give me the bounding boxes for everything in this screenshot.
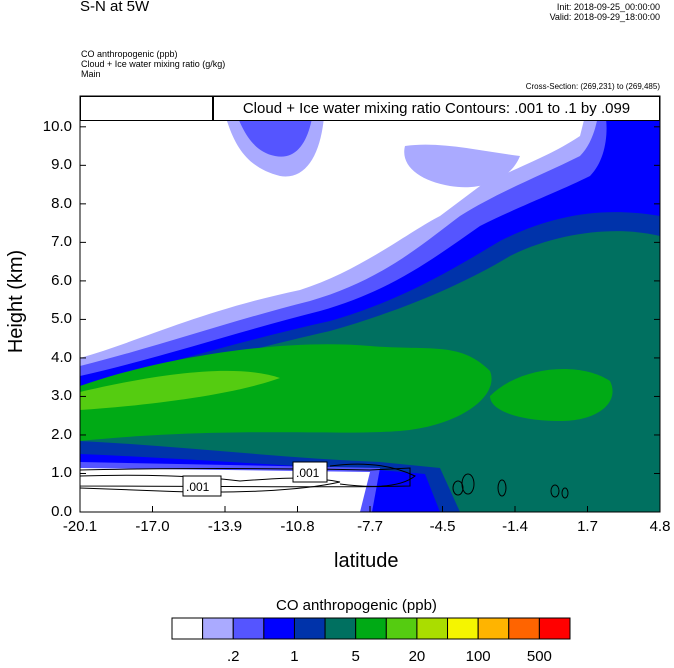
colorbar-swatch — [447, 617, 479, 640]
colorbar-swatch — [202, 617, 234, 640]
y-tick-label: 6.0 — [51, 271, 72, 289]
cross-section-label: Cross-Section: (269,231) to (269,485) — [525, 82, 660, 91]
colorbar-swatch — [416, 617, 449, 640]
x-tick-label: 4.8 — [649, 518, 671, 535]
co-level-10 — [80, 370, 280, 410]
legend-blank-box — [80, 96, 213, 121]
field-label-co: CO anthropogenic (ppb) — [81, 49, 178, 59]
contour-value-label: .001 — [186, 480, 210, 494]
x-tick-label: -10.8 — [280, 518, 315, 535]
x-tick-label: 1.7 — [577, 518, 598, 535]
plot-area — [79, 95, 661, 513]
colorbar-swatch — [324, 617, 357, 640]
x-axis-label: latitude — [334, 550, 399, 572]
x-tick-label: -20.1 — [62, 518, 98, 535]
colorbar-label: 1 — [290, 648, 299, 665]
x-tick-label: -7.7 — [357, 518, 383, 535]
colorbar-swatch — [263, 617, 295, 640]
plot-title: S-N at 5W — [80, 0, 150, 15]
x-tick-label: -13.9 — [207, 518, 243, 535]
colorbar-title: CO anthropogenic (ppb) — [276, 597, 437, 614]
y-tick-label: 1.0 — [51, 464, 72, 482]
colorbar-swatch — [293, 617, 326, 640]
colorbar-swatch — [538, 617, 571, 640]
colorbar-label: 100 — [465, 648, 491, 665]
field-label-cloud: Cloud + Ice water mixing ratio (g/kg) — [81, 59, 226, 69]
colorbar-swatch — [171, 617, 204, 640]
contour-legend: Cloud + Ice water mixing ratio Contours:… — [213, 96, 660, 121]
colorbar — [171, 617, 571, 640]
contour-value-label: .001 — [296, 466, 320, 480]
colorbar-swatch — [355, 617, 387, 640]
colorbar-swatch — [385, 617, 418, 640]
colorbar-swatch — [508, 617, 540, 640]
y-tick-label: 0.0 — [51, 503, 72, 520]
init-time: Init: 2018-09-25_00:00:00 — [556, 2, 660, 12]
contour-label-box — [292, 461, 328, 483]
colorbar-label: 500 — [526, 648, 552, 665]
co-level-5 — [80, 344, 613, 441]
field-label-main: Main — [81, 69, 101, 79]
contour-label-box — [182, 475, 222, 497]
colorbar-swatch — [477, 617, 510, 640]
x-tick-label: -17.0 — [135, 518, 170, 535]
colorbar-swatch — [232, 617, 265, 640]
y-tick-label: 3.0 — [51, 387, 72, 405]
y-tick-label: 10.0 — [42, 117, 72, 135]
colorbar-label: .2 — [226, 648, 240, 665]
valid-time: Valid: 2018-09-29_18:00:00 — [549, 12, 660, 22]
y-tick-label: 9.0 — [51, 156, 72, 174]
colorbar-label: 20 — [408, 648, 426, 665]
y-tick-label: 7.0 — [51, 233, 72, 251]
y-tick-label: 8.0 — [51, 194, 72, 212]
y-axis-label: Height (km) — [5, 249, 28, 354]
colorbar-label: 5 — [351, 648, 360, 665]
x-tick-label: -1.4 — [502, 518, 528, 535]
y-tick-label: 4.0 — [51, 348, 72, 366]
y-tick-label: 2.0 — [51, 425, 72, 443]
x-tick-label: -4.5 — [429, 518, 456, 535]
y-tick-label: 5.0 — [51, 310, 72, 328]
